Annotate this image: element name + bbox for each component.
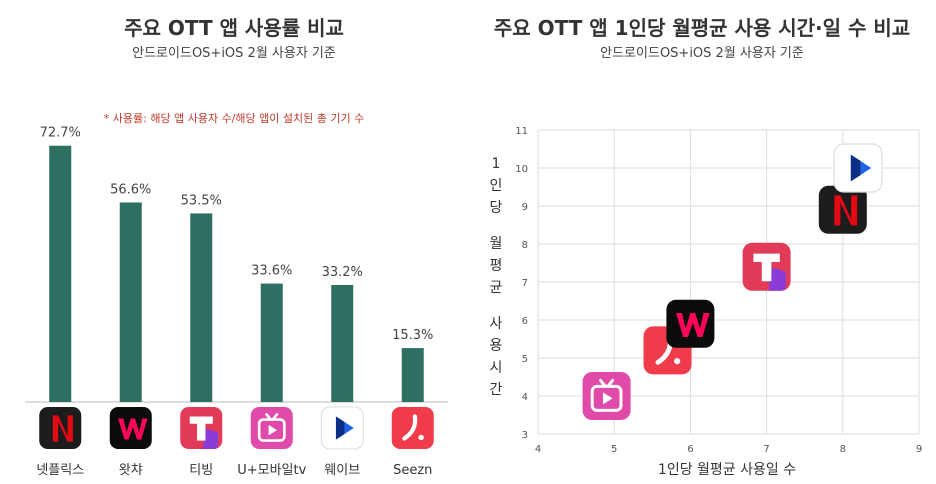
left-chart-title: 주요 OTT 앱 사용률 비교 xyxy=(124,16,344,40)
x-tick-label: 7 xyxy=(763,444,769,455)
watcha-icon xyxy=(109,407,152,449)
left-chart-subtitle: 안드로이드OS+iOS 2월 사용자 기준 xyxy=(132,46,336,61)
bar-value-label: 15.3% xyxy=(392,328,433,343)
category-label: 왓챠 xyxy=(119,463,143,478)
wavve-icon xyxy=(320,406,364,450)
right-chart-title: 주요 OTT 앱 1인당 월평균 사용 시간·일 수 비교 xyxy=(493,16,911,40)
category-label: Seezn xyxy=(393,463,432,478)
bar xyxy=(119,202,142,402)
y-tick-label: 11 xyxy=(515,126,528,137)
uplus-icon xyxy=(250,407,293,449)
y-tick-label: 4 xyxy=(522,392,528,403)
y-tick-label: 7 xyxy=(522,278,528,289)
y-tick-label: 9 xyxy=(522,202,528,213)
x-tick-label: 8 xyxy=(840,444,846,455)
bar-value-label: 33.2% xyxy=(322,265,363,280)
left-chart-note: * 사용률: 해당 앱 사용자 수/해당 앱이 설치된 총 기기 수 xyxy=(103,112,365,125)
usage-rate-bar-chart: 72.7% 넷플릭스 56.6% 왓챠 53.5% 티빙 33.6% U+모바일tv 33.2%… xyxy=(25,126,448,478)
y-tick-label: 8 xyxy=(522,240,528,251)
y-tick-label: 5 xyxy=(522,354,528,365)
x-tick-label: 5 xyxy=(611,444,617,455)
category-label: 넷플릭스 xyxy=(36,463,84,478)
bar xyxy=(49,145,72,403)
uplus-icon xyxy=(582,372,631,420)
x-tick-label: 4 xyxy=(535,444,541,455)
bar xyxy=(331,284,354,402)
y-tick-label: 3 xyxy=(522,430,528,441)
bar xyxy=(401,348,424,402)
y-tick-label: 10 xyxy=(515,164,528,175)
bar-value-label: 33.6% xyxy=(251,264,292,279)
netflix-icon xyxy=(818,185,867,234)
bar-value-label: 56.6% xyxy=(110,182,151,197)
x-axis-label: 1인당 월평균 사용일 수 xyxy=(658,462,796,478)
netflix-icon xyxy=(39,407,82,449)
right-chart-subtitle: 안드로이드OS+iOS 2월 사용자 기준 xyxy=(600,46,804,61)
tving-icon xyxy=(180,407,223,449)
category-label: 티빙 xyxy=(189,463,213,478)
y-tick-label: 6 xyxy=(522,316,528,327)
wavve-icon xyxy=(833,143,883,193)
seezn-icon xyxy=(391,407,434,449)
watcha-icon xyxy=(666,299,715,348)
bar-value-label: 53.5% xyxy=(181,193,222,208)
category-label: 웨이브 xyxy=(324,463,360,478)
bar xyxy=(190,213,213,402)
bar-value-label: 72.7% xyxy=(40,126,81,141)
x-tick-label: 6 xyxy=(687,444,693,455)
tving-icon xyxy=(742,242,791,291)
bar xyxy=(260,283,283,402)
category-label: U+모바일tv xyxy=(237,463,306,478)
x-tick-label: 9 xyxy=(916,444,922,455)
